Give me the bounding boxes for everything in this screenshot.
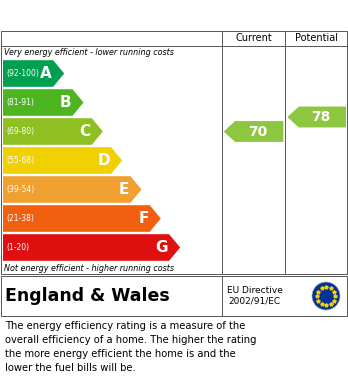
Text: E: E (119, 182, 129, 197)
Text: 70: 70 (248, 124, 267, 138)
Polygon shape (287, 107, 346, 127)
Text: D: D (97, 153, 110, 168)
Polygon shape (3, 176, 142, 203)
Polygon shape (224, 121, 283, 142)
Text: Energy Efficiency Rating: Energy Efficiency Rating (10, 7, 213, 23)
Text: (69-80): (69-80) (6, 127, 34, 136)
Text: (21-38): (21-38) (6, 214, 34, 223)
Text: The energy efficiency rating is a measure of the
overall efficiency of a home. T: The energy efficiency rating is a measur… (5, 321, 256, 373)
Polygon shape (3, 118, 103, 145)
Text: A: A (40, 66, 52, 81)
Text: Very energy efficient - lower running costs: Very energy efficient - lower running co… (4, 48, 174, 57)
Text: 78: 78 (311, 110, 330, 124)
Text: England & Wales: England & Wales (5, 287, 170, 305)
Text: (92-100): (92-100) (6, 69, 39, 78)
Text: (39-54): (39-54) (6, 185, 34, 194)
Polygon shape (3, 147, 122, 174)
Text: Potential: Potential (295, 33, 338, 43)
Text: F: F (139, 211, 149, 226)
Text: C: C (80, 124, 91, 139)
Polygon shape (3, 60, 64, 87)
Text: (55-68): (55-68) (6, 156, 34, 165)
Text: (81-91): (81-91) (6, 98, 34, 107)
Polygon shape (3, 205, 161, 232)
Text: G: G (156, 240, 168, 255)
Text: Not energy efficient - higher running costs: Not energy efficient - higher running co… (4, 264, 174, 273)
Text: B: B (60, 95, 71, 110)
Circle shape (312, 282, 340, 310)
Polygon shape (3, 234, 180, 261)
Text: (1-20): (1-20) (6, 243, 29, 252)
Text: EU Directive
2002/91/EC: EU Directive 2002/91/EC (227, 286, 283, 306)
Polygon shape (3, 89, 84, 116)
Text: Current: Current (235, 33, 272, 43)
